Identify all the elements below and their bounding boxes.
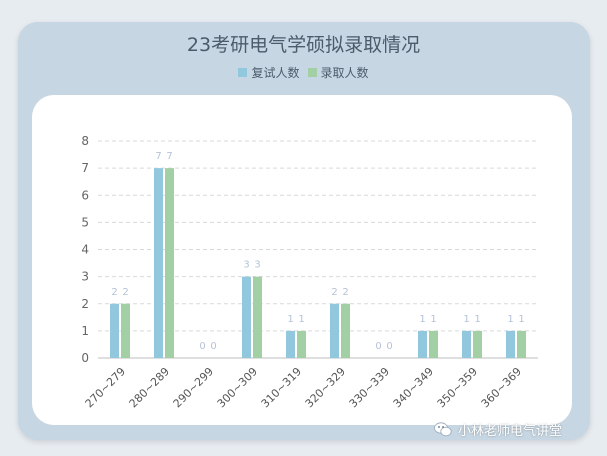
legend-swatch-0 [238, 68, 248, 77]
data-label: 1 [419, 314, 425, 325]
y-tick-label: 6 [81, 188, 89, 202]
x-tick-label: 300~309 [215, 365, 260, 410]
y-tick-label: 4 [81, 243, 89, 257]
data-label: 3 [254, 260, 260, 271]
bar-0 [330, 303, 339, 358]
bar-1 [253, 276, 262, 358]
bar-1 [341, 303, 350, 358]
x-tick-label: 290~299 [171, 365, 216, 410]
data-label: 3 [243, 260, 249, 271]
x-tick-label: 310~319 [259, 365, 304, 410]
bar-1 [121, 303, 130, 358]
chart-legend: 复试人数 录取人数 [0, 64, 607, 81]
chart-title: 23考研电气学硕拟录取情况 [186, 34, 421, 56]
y-tick-label: 7 [81, 161, 89, 175]
data-label: 1 [463, 314, 469, 325]
data-label: 7 [166, 151, 172, 162]
x-tick-label: 270~279 [83, 365, 128, 410]
y-tick-label: 8 [81, 134, 89, 148]
bar-0 [462, 330, 471, 358]
bar-0 [286, 330, 295, 358]
y-tick-label: 2 [81, 297, 89, 311]
wechat-icon [434, 422, 452, 437]
data-label: 0 [386, 341, 392, 352]
data-label: 2 [122, 287, 128, 298]
data-label: 1 [287, 314, 293, 325]
legend-label-1: 录取人数 [320, 66, 369, 80]
data-label: 7 [155, 151, 161, 162]
data-label: 2 [342, 287, 348, 298]
data-label: 1 [518, 314, 524, 325]
data-label: 0 [199, 341, 205, 352]
bar-0 [506, 330, 515, 358]
plot-panel [32, 95, 572, 425]
data-label: 2 [111, 287, 117, 298]
bar-1 [297, 330, 306, 358]
watermark: 小林老师电气讲堂 [434, 420, 562, 439]
y-tick-label: 3 [81, 270, 89, 284]
bar-0 [154, 168, 163, 358]
bar-0 [110, 303, 119, 358]
legend-item-1: 录取人数 [307, 64, 369, 81]
bar-0 [242, 276, 251, 358]
bar-0 [418, 330, 427, 358]
bar-1 [517, 330, 526, 358]
watermark-text: 小林老师电气讲堂 [458, 424, 563, 439]
data-label: 1 [507, 314, 513, 325]
bar-1 [429, 330, 438, 358]
data-label: 2 [331, 287, 337, 298]
data-label: 1 [298, 314, 304, 325]
data-label: 1 [474, 314, 480, 325]
x-tick-label: 280~289 [127, 365, 172, 410]
legend-swatch-1 [307, 68, 317, 77]
x-tick-label: 340~349 [391, 365, 436, 410]
bar-1 [473, 330, 482, 358]
data-label: 1 [430, 314, 436, 325]
y-tick-label: 5 [81, 215, 89, 229]
legend-item-0: 复试人数 [238, 64, 300, 81]
data-label: 0 [210, 341, 216, 352]
x-tick-label: 330~339 [347, 365, 392, 410]
x-tick-label: 360~369 [479, 365, 524, 410]
y-tick-label: 0 [81, 351, 89, 365]
x-tick-label: 350~359 [435, 365, 480, 410]
data-label: 0 [375, 341, 381, 352]
x-tick-label: 320~329 [303, 365, 348, 410]
legend-label-0: 复试人数 [251, 66, 300, 80]
bar-1 [165, 168, 174, 358]
y-tick-label: 1 [81, 324, 89, 338]
